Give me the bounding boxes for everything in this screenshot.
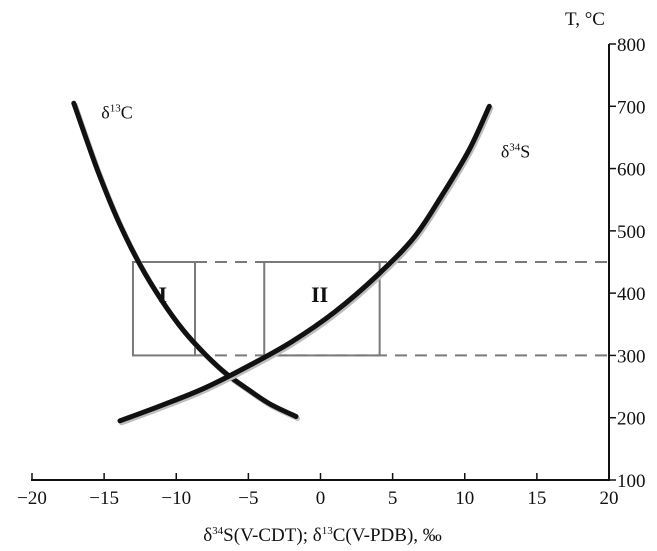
dashed-lines-layer [195, 261, 609, 357]
curves-layer [71, 100, 494, 426]
y-tick-label: 700 [617, 97, 646, 118]
x-axis-title: δ34S(V-CDT); δ13C(V-PDB), ‰ [203, 525, 442, 546]
range-box-1 [131, 261, 197, 357]
y-tick-label: 400 [617, 284, 646, 305]
x-tick-label: 20 [600, 488, 619, 509]
y-tick-label: 300 [617, 346, 646, 367]
x-tick-label: 15 [527, 488, 546, 509]
y-tick-label: 800 [617, 35, 646, 56]
curve-delta13c [71, 100, 299, 419]
curve-delta13c-label: δ13C [101, 103, 132, 123]
curve-delta34s [117, 103, 492, 424]
x-tick-label: −15 [89, 488, 119, 509]
x-tick-label: 5 [388, 488, 398, 509]
x-tick-label: −20 [17, 488, 47, 509]
y-tick-label: 600 [617, 160, 646, 181]
y-tick-label: 100 [617, 471, 646, 492]
curve-delta34s-shadow [119, 105, 494, 426]
y-tick-label: 500 [617, 222, 646, 243]
range-box-label-1: I [158, 282, 167, 307]
y-tick-label: 200 [617, 409, 646, 430]
x-tick-label: 10 [455, 488, 474, 509]
x-tick-label: −5 [238, 488, 258, 509]
range-box-label-2: II [311, 282, 328, 307]
y-axis-title: T, °C [565, 9, 605, 30]
x-tick-label: 0 [316, 488, 326, 509]
range-box-2 [263, 261, 381, 357]
x-tick-label: −10 [161, 488, 191, 509]
curve-delta34s-label: δ34S [501, 141, 531, 161]
